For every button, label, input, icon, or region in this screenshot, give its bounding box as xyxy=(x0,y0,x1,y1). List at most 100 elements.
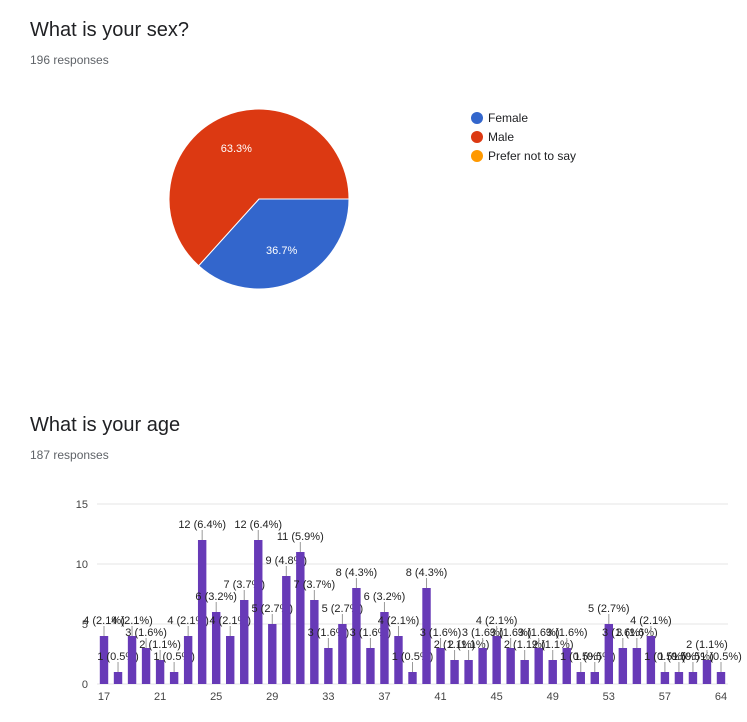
bar-age-58 xyxy=(674,672,684,684)
bar-age-33 xyxy=(324,648,333,684)
bar-data-label-26: 4 (2.1%) xyxy=(209,615,251,627)
legend-item-prefer-not[interactable]: Prefer not to say xyxy=(471,146,576,165)
bar-data-label-30: 9 (4.8%) xyxy=(266,555,308,567)
bar-data-label-44: 3 (1.6%) xyxy=(462,627,504,639)
x-tick-label-17: 17 xyxy=(98,691,110,703)
bar-age-44 xyxy=(478,648,487,684)
legend-label-male: Male xyxy=(488,129,515,144)
bar-age-19 xyxy=(127,636,137,684)
y-tick-label-0: 0 xyxy=(82,679,88,691)
bar-age-36 xyxy=(366,648,375,684)
bar-age-64 xyxy=(716,672,726,684)
bar-data-label-53: 5 (2.7%) xyxy=(588,603,630,615)
x-tick-label-64: 64 xyxy=(715,691,727,703)
y-tick-label-5: 5 xyxy=(82,619,88,631)
bar-age-32 xyxy=(310,600,319,684)
bar-age-27 xyxy=(240,600,249,684)
bar-age-18 xyxy=(113,672,123,684)
bar-data-label-50: 3 (1.6%) xyxy=(546,627,588,639)
bar-data-label-38: 4 (2.1%) xyxy=(378,615,420,627)
x-tick-label-21: 21 xyxy=(154,691,166,703)
bar-data-label-48: 3 (1.6%) xyxy=(518,627,560,639)
legend-swatch-female xyxy=(471,111,483,124)
y-tick-label-15: 15 xyxy=(76,499,88,511)
pie-slice-male xyxy=(168,108,350,267)
bar-age-48 xyxy=(534,648,543,684)
bar-data-label-56: 4 (2.1%) xyxy=(630,615,672,627)
bar-data-label-46: 3 (1.6%) xyxy=(490,627,532,639)
bar-data-label-22: 1 (0.5%) xyxy=(153,651,195,663)
bar-data-label-39: 1 (0.5%) xyxy=(392,651,434,663)
x-tick-label-41: 41 xyxy=(434,691,446,703)
bar-data-label-41: 3 (1.6%) xyxy=(420,627,462,639)
bar-age-51 xyxy=(576,672,585,684)
pie-slice-label-male: 63.3% xyxy=(221,143,252,155)
x-tick-label-29: 29 xyxy=(266,691,278,703)
bar-data-label-37: 6 (3.2%) xyxy=(364,591,406,603)
bar-age-52 xyxy=(590,672,599,684)
sex-pie-chart: 36.7% 63.3% xyxy=(168,108,350,290)
bar-data-label-42: 2 (1.1%) xyxy=(434,639,476,651)
bar-data-label-17: 4 (2.1%) xyxy=(83,615,125,627)
bar-age-21 xyxy=(155,660,165,684)
sex-question-title: What is your sex? xyxy=(30,19,189,41)
bar-age-22 xyxy=(169,672,179,684)
bar-data-label-18: 1 (0.5%) xyxy=(97,651,139,663)
x-tick-label-33: 33 xyxy=(322,691,334,703)
bar-data-label-58: 1 (0.5%) xyxy=(658,651,700,663)
bar-data-label-40: 8 (4.3%) xyxy=(406,567,448,579)
bar-age-28 xyxy=(254,540,263,684)
bar-age-49 xyxy=(548,660,557,684)
bar-data-label-31: 11 (5.9%) xyxy=(277,531,324,543)
bar-age-43 xyxy=(464,660,473,684)
bar-age-42 xyxy=(450,660,459,684)
bar-data-label-19: 4 (2.1%) xyxy=(111,615,153,627)
bar-age-23 xyxy=(183,636,193,684)
legend-label-prefer-not: Prefer not to say xyxy=(488,148,577,163)
bar-age-59 xyxy=(688,672,698,684)
bar-age-39 xyxy=(408,672,417,684)
legend-item-male[interactable]: Male xyxy=(471,127,576,146)
x-tick-label-25: 25 xyxy=(210,691,222,703)
bar-data-label-33: 3 (1.6%) xyxy=(308,627,350,639)
legend-item-female[interactable]: Female xyxy=(471,108,576,127)
bar-age-55 xyxy=(632,648,642,684)
sex-response-count: 196 responses xyxy=(30,53,109,67)
bar-data-label-27: 7 (3.7%) xyxy=(223,579,265,591)
x-tick-label-53: 53 xyxy=(603,691,615,703)
bar-data-label-25: 6 (3.2%) xyxy=(195,591,237,603)
pie-slice-female xyxy=(197,198,350,290)
bar-data-label-55: 3 (1.6%) xyxy=(616,627,658,639)
bar-data-label-35: 8 (4.3%) xyxy=(336,567,378,579)
sex-legend: Female Male Prefer not to say xyxy=(471,108,576,165)
bar-age-46 xyxy=(506,648,515,684)
bar-data-label-36: 3 (1.6%) xyxy=(350,627,392,639)
bar-age-38 xyxy=(394,636,403,684)
bar-age-57 xyxy=(660,672,670,684)
sex-question-card: What is your sex? 196 responses 36.7% 63.… xyxy=(30,19,576,290)
bar-age-56 xyxy=(646,636,656,684)
bar-data-label-45: 4 (2.1%) xyxy=(476,615,518,627)
bar-age-41 xyxy=(436,648,445,684)
bar-data-label-51: 1 (0.5%) xyxy=(560,651,602,663)
bar-age-26 xyxy=(226,636,235,684)
bar-data-label-28: 12 (6.4%) xyxy=(234,519,282,531)
bar-age-24 xyxy=(197,540,207,684)
x-tick-label-49: 49 xyxy=(547,691,559,703)
x-tick-label-45: 45 xyxy=(491,691,503,703)
bar-age-40 xyxy=(422,588,431,684)
bar-age-25 xyxy=(211,612,221,684)
bar-age-37 xyxy=(380,612,389,684)
bar-data-label-43: 2 (1.1%) xyxy=(448,639,490,651)
bar-age-53 xyxy=(604,624,614,684)
legend-label-female: Female xyxy=(488,110,529,125)
bar-data-label-60: 2 (1.1%) xyxy=(686,639,728,651)
bar-age-54 xyxy=(618,648,628,684)
bar-data-label-29: 5 (2.7%) xyxy=(251,603,293,615)
age-question-title: What is your age xyxy=(30,414,181,436)
pie-slice-label-female: 36.7% xyxy=(266,245,297,257)
y-tick-label-10: 10 xyxy=(76,559,88,571)
bar-age-45 xyxy=(492,636,501,684)
